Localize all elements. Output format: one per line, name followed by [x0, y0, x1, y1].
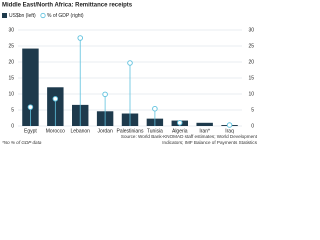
lollipop-head [77, 35, 83, 41]
lollipop-head [177, 120, 183, 126]
legend-label: % of GDP (right) [47, 13, 84, 19]
y2-tick-label: 10 [248, 91, 254, 97]
x-tick-label: Algeria [172, 128, 188, 134]
x-tick-label: Jordan [97, 128, 113, 134]
y2-tick-label: 20 [248, 59, 254, 65]
x-tick-label: Palestinians [117, 128, 144, 134]
y2-tick-label: 25 [248, 43, 254, 49]
x-tick-label: Iran* [199, 128, 210, 134]
x-tick-label: Morocco [46, 128, 65, 134]
y2-tick-label: 0 [251, 123, 254, 129]
lollipop-head [152, 105, 158, 112]
legend-swatch [2, 13, 7, 18]
y2-tick-label: 30 [248, 27, 254, 33]
legend-label: US$bn (left) [9, 13, 36, 19]
legend-swatch [40, 12, 46, 19]
y-tick-label: 25 [8, 43, 14, 49]
y2-tick-label: 5 [251, 107, 254, 113]
lollipop-head [27, 104, 34, 110]
chart-title: Middle East/North Africa: Remittance rec… [2, 3, 133, 9]
y2-tick-label: 15 [248, 75, 254, 81]
lollipop-head [102, 91, 108, 98]
source: Source: World Bank-KNOMAD staff estimate… [120, 134, 257, 145]
x-tick-label: Egypt [24, 128, 37, 134]
lollipop-head [127, 60, 133, 66]
y-tick-label: 15 [8, 75, 14, 81]
lollipop-head [226, 122, 233, 128]
y-tick-label: 30 [8, 27, 14, 33]
y-tick-label: 5 [11, 107, 14, 113]
x-tick-label: Tunisia [147, 128, 163, 134]
x-tick-label: Lebanon [70, 128, 90, 134]
x-tick-label: Iraq [225, 128, 234, 134]
footnote: *No % of GDP data [2, 140, 42, 145]
y-tick-label: 20 [8, 59, 14, 65]
lollipop-head [52, 96, 59, 102]
y-tick-label: 10 [8, 91, 14, 97]
y-tick-label: 0 [11, 123, 14, 129]
bar [196, 122, 213, 126]
page: Middle East/North Africa: Remittance rec… [2, 2, 257, 145]
chart: Middle East/North Africa: Remittance rec… [2, 3, 254, 134]
bar [22, 48, 39, 127]
